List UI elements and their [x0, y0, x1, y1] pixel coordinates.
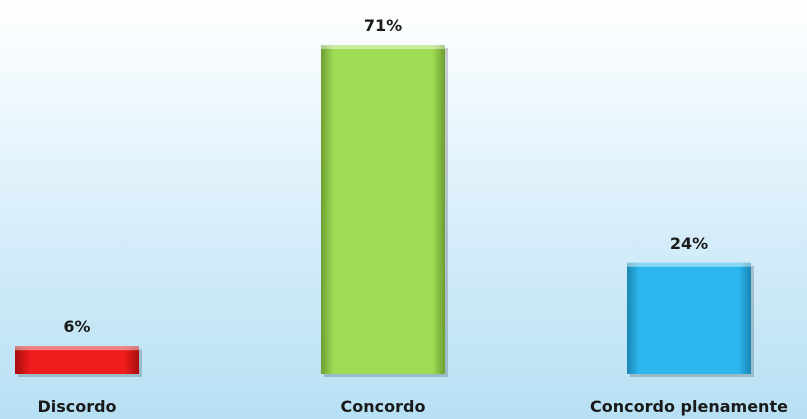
value-label-concordo: 71% [364, 16, 402, 35]
value-label-concordo-plenamente: 24% [670, 234, 708, 253]
bar-cap-discordo [15, 346, 139, 351]
bar-cap-concordo [321, 45, 445, 49]
bar-concordo-plenamente [627, 262, 751, 374]
bar-cap-concordo-plenamente [627, 262, 751, 267]
category-label-concordo: Concordo [341, 397, 426, 416]
category-label-concordo-plenamente: Concordo plenamente [590, 397, 788, 416]
bar-concordo [321, 45, 445, 374]
bar-discordo [15, 346, 139, 374]
category-label-discordo: Discordo [37, 397, 116, 416]
value-label-discordo: 6% [63, 317, 90, 336]
